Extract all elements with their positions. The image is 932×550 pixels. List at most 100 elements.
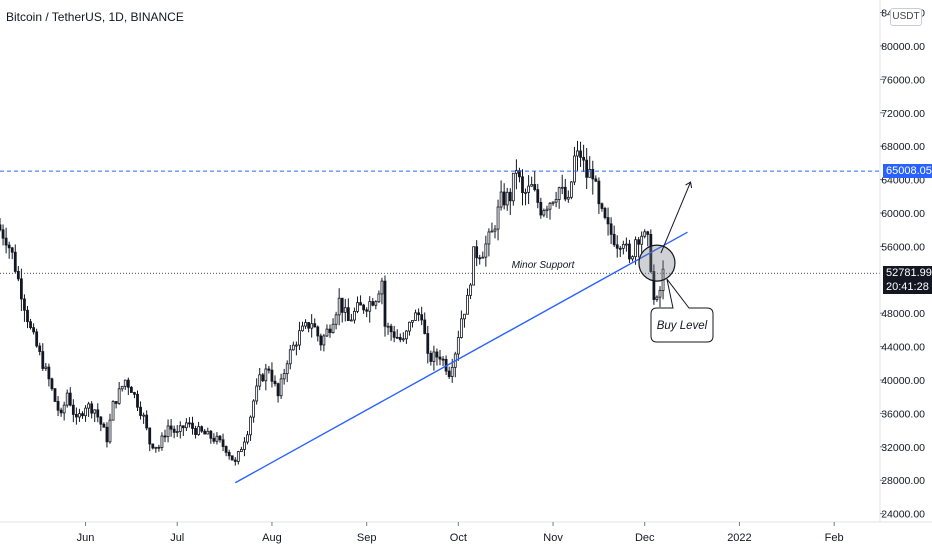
candle-body [160, 435, 164, 448]
candle-body [178, 425, 182, 432]
candle-body [90, 403, 94, 414]
candle-body [414, 312, 417, 321]
candle-body [26, 309, 29, 323]
candle-body [643, 231, 647, 237]
candle-body [282, 373, 286, 380]
candle-body [505, 191, 509, 206]
candle-body [582, 156, 586, 161]
candle-body [29, 321, 32, 328]
price-tick-label: 28000.00 [881, 475, 925, 487]
candle-body [530, 184, 534, 187]
price-tick-label: 36000.00 [881, 408, 925, 420]
candle-body [560, 186, 564, 189]
candle-body [469, 284, 472, 296]
candle-body [239, 449, 243, 452]
candle-body [236, 451, 240, 462]
candle-body [81, 413, 84, 417]
candle-body [603, 208, 607, 218]
candle-body [294, 344, 298, 347]
candle-body [456, 337, 460, 355]
time-tick-label: Feb [825, 532, 844, 544]
buy-level-callout[interactable] [650, 278, 714, 343]
currency-badge[interactable]: USDT [890, 8, 922, 26]
candle-body [304, 322, 307, 327]
candle-body [111, 401, 115, 421]
candle-body [71, 404, 75, 415]
candle-body [35, 331, 39, 347]
candle-body [343, 307, 347, 313]
candle-body [19, 278, 23, 300]
candle-body [102, 423, 106, 428]
candle-body [496, 206, 500, 230]
candle-body [408, 321, 411, 332]
candle-body [50, 378, 54, 390]
candle-body [313, 323, 317, 328]
candle-body [579, 150, 582, 158]
candle-body [108, 419, 112, 443]
support-trendline[interactable] [234, 231, 688, 484]
time-tick-label: Jul [170, 532, 184, 544]
candle-body [114, 401, 118, 404]
candle-body [181, 425, 185, 429]
resistance-price-tag: 65008.05 [883, 164, 932, 179]
candle-body [13, 251, 17, 272]
candle-body [594, 178, 598, 182]
candle-body [258, 374, 262, 387]
candle-body [383, 280, 387, 327]
candle-body [145, 414, 149, 429]
candle-body [441, 358, 445, 361]
candle-body [301, 325, 304, 332]
candle-body [307, 322, 311, 329]
candle-body [188, 422, 191, 425]
candle-body [288, 349, 292, 365]
candle-body [267, 368, 271, 371]
candle-body [356, 302, 359, 312]
candle-body [319, 335, 323, 346]
candle-body [117, 388, 121, 404]
candle-body [279, 378, 283, 397]
candle-body [646, 231, 650, 235]
buy-zone-circle[interactable] [638, 244, 676, 282]
candle-body [163, 435, 167, 438]
candle-body [362, 304, 366, 311]
candle-body [637, 239, 641, 245]
time-tick-label: Jun [77, 532, 95, 544]
candle-body [621, 243, 625, 249]
candle-body [298, 330, 301, 346]
candle-body [459, 318, 463, 338]
candle-body [569, 181, 573, 198]
candle-body [417, 312, 421, 316]
candle-body [243, 441, 246, 450]
candle-body [194, 428, 197, 435]
candle-body [447, 370, 451, 377]
candle-body [634, 239, 637, 258]
candle-body [374, 301, 378, 306]
candle-body [255, 385, 259, 402]
candle-body [527, 185, 531, 193]
time-tick-label: Aug [262, 532, 282, 544]
candle-body [65, 392, 69, 406]
time-axis[interactable]: Jun Jul Aug Sep Oct Nov Dec 2022 Feb [0, 521, 932, 544]
candle-body [169, 425, 173, 430]
candle-body [401, 338, 405, 341]
candle-body [463, 313, 466, 320]
projection-arrowhead [685, 181, 693, 189]
candle-body [84, 407, 87, 417]
candle-body [4, 237, 8, 246]
candle-body [359, 302, 362, 306]
candle-body [353, 310, 356, 321]
candle-body [105, 426, 109, 443]
candle-body [273, 380, 277, 385]
candle-body [658, 290, 662, 298]
price-tick-label: 44000.00 [881, 342, 925, 354]
candle-body [481, 256, 485, 259]
candle-body [10, 247, 14, 253]
candle-body [346, 307, 350, 321]
candle-body [404, 330, 408, 340]
candle-body [151, 443, 155, 449]
price-tick-label: 32000.00 [881, 442, 925, 454]
price-tick-label: 76000.00 [881, 74, 925, 86]
candle-body [484, 243, 488, 258]
candle-body [554, 199, 558, 203]
